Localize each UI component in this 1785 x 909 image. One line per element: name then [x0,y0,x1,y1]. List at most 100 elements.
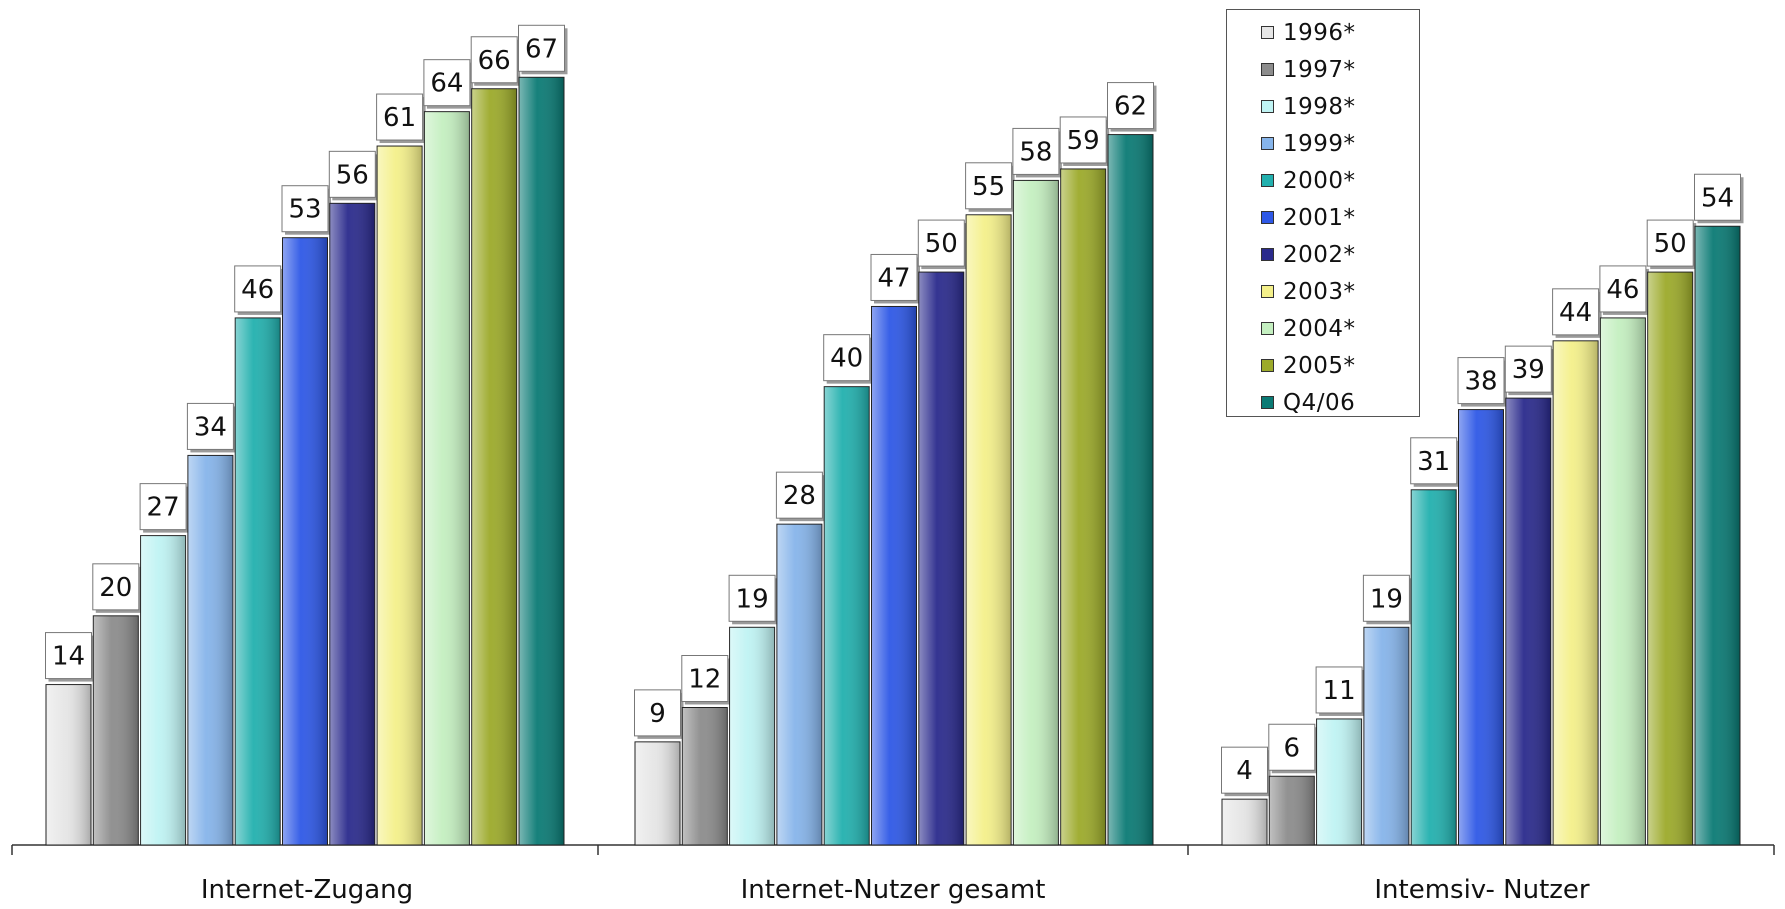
bar-shading [424,112,469,845]
data-label-box [823,334,871,382]
bar-shading [235,318,280,845]
data-label-internet-nutzer-gesamt-2000: 40 [830,344,863,374]
data-label-internet-zugang-1997: 20 [99,573,132,603]
legend-label: Q4/06 [1283,389,1356,416]
data-label-intemsiv-nutzer-1999: 19 [1370,584,1403,614]
legend-swatch [1261,359,1274,372]
data-label-box [1410,437,1458,485]
legend-label: 2001* [1283,204,1356,231]
legend-swatch [1261,248,1274,261]
data-label-internet-zugang-2002: 56 [336,160,369,190]
data-label-intemsiv-nutzer-2002: 39 [1512,355,1545,385]
data-label-internet-nutzer-gesamt-1998: 19 [736,584,769,614]
data-label-box [139,483,187,531]
data-label-box [1107,82,1154,130]
legend-item-1998: 1998* [1227,88,1419,125]
bar-shading [330,203,375,845]
data-label-box [1059,116,1107,164]
legend-label: 1997* [1283,56,1356,83]
data-label-intemsiv-nutzer-1996: 4 [1236,756,1253,786]
legend-label: 1998* [1283,93,1356,120]
data-label-box [1694,173,1741,221]
legend-item-2005: 2005* [1227,347,1419,384]
data-label-internet-zugang-2004: 64 [430,69,463,99]
bar-shading [1506,398,1551,845]
data-label-box [1504,345,1552,393]
data-label-box [870,253,918,301]
data-label-box [1362,574,1410,622]
bar-shading [141,536,186,845]
data-label-internet-nutzer-gesamt-1996: 9 [649,699,666,729]
data-label-intemsiv-nutzer-2003: 44 [1559,298,1592,328]
bar-shading [1459,410,1503,845]
data-label-box [1268,723,1316,771]
data-label-box [518,24,565,72]
data-label-box [281,185,329,233]
bar-shading [1269,776,1314,845]
data-label-box [470,36,518,84]
legend-item-2002: 2002* [1227,236,1419,273]
legend-item-2000: 2000* [1227,162,1419,199]
legend-label: 1999* [1283,130,1356,157]
data-label-intemsiv-nutzer-2001: 38 [1464,367,1497,397]
data-label-box [1315,666,1363,714]
data-label-box [328,150,376,198]
legend-swatch [1261,137,1274,150]
data-label-internet-zugang-1999: 34 [194,412,227,442]
bar-shading [1600,318,1645,845]
bar-shading [1013,180,1058,845]
data-label-box [728,574,776,622]
data-label-internet-nutzer-gesamt-q4-06: 62 [1114,92,1147,122]
bar-shading [1222,799,1267,845]
legend-item-q4-06: Q4/06 [1227,384,1419,421]
data-label-internet-nutzer-gesamt-1999: 28 [783,481,816,511]
data-label-internet-zugang-2001: 53 [288,195,321,225]
bar-shading [919,272,964,845]
legend-swatch [1261,322,1274,335]
bar-shading [46,685,91,845]
data-label-internet-nutzer-gesamt-2003: 55 [972,172,1005,202]
data-label-intemsiv-nutzer-q4-06: 54 [1701,183,1734,213]
data-label-internet-zugang-1996: 14 [52,642,85,672]
bar-shading [93,616,138,845]
data-label-box [1012,127,1060,175]
bar-shading [1411,490,1456,845]
data-label-box [45,632,92,680]
bar-shading [824,387,869,845]
data-label-box [234,265,282,313]
data-label-box [1552,288,1600,336]
bar-shading [1317,719,1362,845]
bar-shading [966,215,1011,845]
data-label-internet-zugang-2003: 61 [383,103,416,133]
legend-swatch [1261,100,1274,113]
legend-swatch [1261,174,1274,187]
data-label-box [775,471,823,519]
bar-shading [1553,341,1598,845]
data-label-internet-nutzer-gesamt-2001: 47 [877,263,910,293]
x-category-label-intemsiv-nutzer: Intemsiv- Nutzer [1374,875,1590,905]
legend-swatch [1261,63,1274,76]
data-label-internet-zugang-2005: 66 [478,46,511,76]
data-label-box [634,689,681,737]
data-label-intemsiv-nutzer-2005: 50 [1654,229,1687,259]
legend-item-1997: 1997* [1227,51,1419,88]
legend-swatch [1261,211,1274,224]
data-label-internet-zugang-2000: 46 [241,275,274,305]
legend: 1996* 1997* 1998* 1999* 2000* 2001* 2002… [1226,9,1420,417]
data-label-box [376,93,424,141]
legend-label: 2005* [1283,352,1356,379]
legend-swatch [1261,285,1274,298]
legend-item-1999: 1999* [1227,125,1419,162]
data-label-box [1599,265,1647,313]
data-label-internet-nutzer-gesamt-2005: 59 [1067,126,1100,156]
legend-label: 1996* [1283,19,1356,46]
data-label-box [1221,746,1268,794]
data-label-box [965,162,1013,210]
bar-shading [1061,169,1106,845]
data-label-box [92,563,140,611]
legend-label: 2003* [1283,278,1356,305]
data-label-box [423,59,471,107]
data-label-intemsiv-nutzer-1998: 11 [1323,676,1356,706]
